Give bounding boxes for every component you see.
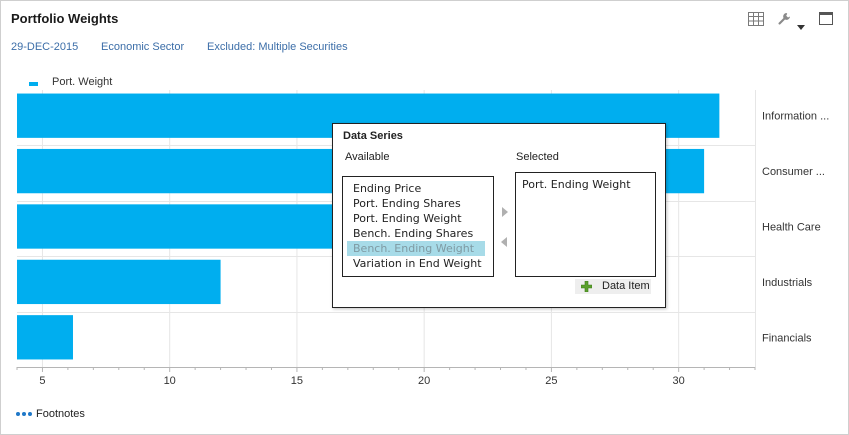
as-of-date-link[interactable]: 29-DEC-2015 — [11, 41, 79, 53]
move-left-arrow-icon[interactable] — [501, 237, 507, 247]
selected-list[interactable]: Port. Ending Weight — [515, 172, 656, 277]
chevron-down-icon[interactable] — [797, 17, 805, 35]
category-label: Financials — [762, 332, 812, 344]
legend-swatch — [29, 82, 38, 86]
data-series-dialog: Data Series Available Selected Ending Pr… — [332, 123, 666, 308]
available-list-item[interactable]: Bench. Ending Weight — [347, 241, 485, 256]
plus-icon — [580, 280, 593, 295]
available-list-item[interactable]: Variation in End Weight — [353, 257, 482, 270]
available-list[interactable]: Ending Price Port. Ending Shares Port. End… — [342, 176, 494, 277]
selected-label: Selected — [516, 151, 559, 163]
available-list-item[interactable]: Ending Price — [353, 182, 422, 195]
available-label: Available — [345, 151, 390, 163]
category-label: Health Care — [762, 222, 821, 234]
footnotes-label: Footnotes — [36, 408, 85, 420]
bar[interactable] — [17, 315, 73, 360]
category-label: Information ... — [762, 111, 829, 123]
maximize-window-icon[interactable] — [819, 12, 833, 30]
panel-title: Portfolio Weights — [11, 11, 119, 26]
wrench-icon[interactable] — [777, 12, 791, 31]
dialog-title: Data Series — [343, 130, 403, 142]
selected-list-item[interactable]: Port. Ending Weight — [522, 178, 631, 191]
available-list-item[interactable]: Port. Ending Shares — [353, 197, 461, 210]
x-tick-label: 25 — [545, 375, 557, 387]
category-label: Industrials — [762, 277, 813, 289]
x-tick-label: 20 — [418, 375, 430, 387]
add-data-item-button[interactable]: Data Item — [575, 279, 651, 294]
x-tick-label: 30 — [673, 375, 685, 387]
available-list-item[interactable]: Bench. Ending Shares — [353, 227, 474, 240]
x-tick-label: 10 — [164, 375, 176, 387]
x-tick-label: 5 — [39, 375, 45, 387]
add-data-item-label: Data Item — [602, 280, 650, 292]
category-label: Consumer ... — [762, 166, 825, 178]
move-right-arrow-icon[interactable] — [502, 207, 508, 217]
x-tick-label: 15 — [291, 375, 303, 387]
legend-label: Port. Weight — [52, 76, 113, 88]
excluded-securities-link[interactable]: Excluded: Multiple Securities — [207, 41, 348, 53]
grouping-link[interactable]: Economic Sector — [101, 41, 185, 53]
grid-view-icon[interactable] — [748, 12, 764, 31]
bar[interactable] — [17, 259, 221, 305]
available-list-item[interactable]: Port. Ending Weight — [353, 212, 462, 225]
